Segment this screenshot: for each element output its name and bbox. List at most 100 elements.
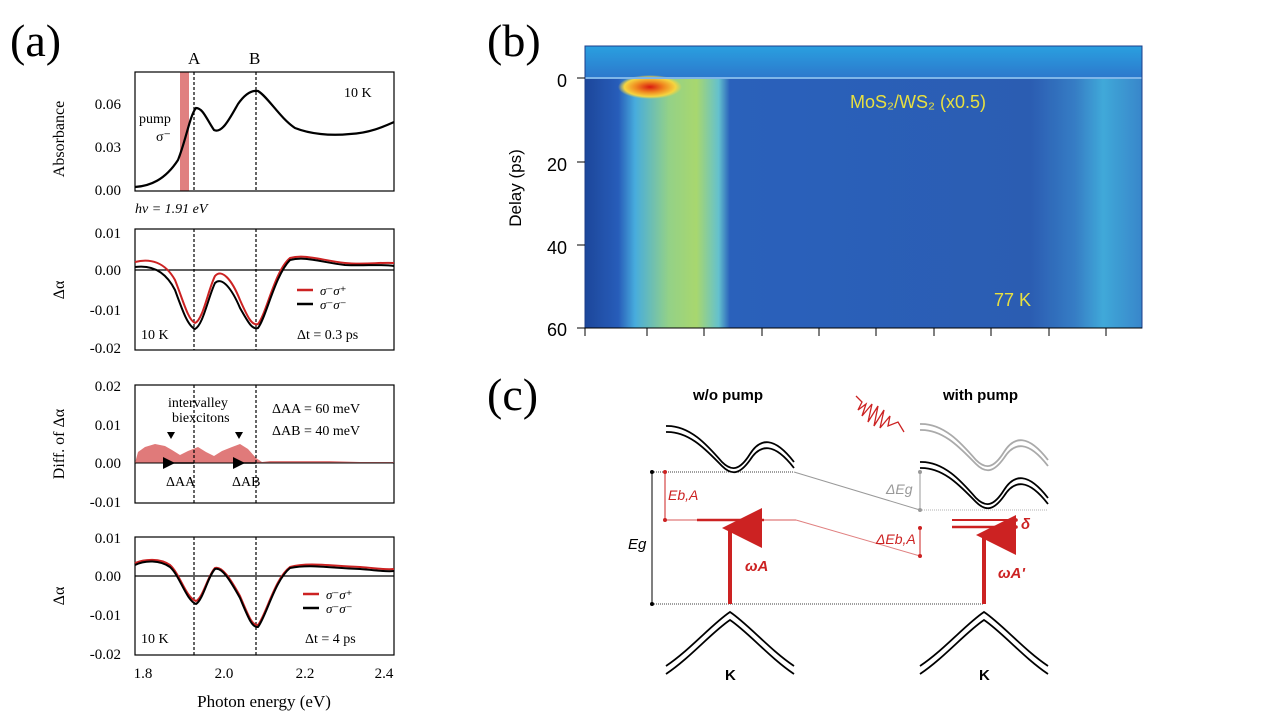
x-ticks: 1.8 2.0 2.2 2.4 [134,666,394,682]
temp-label-1: 10 K [344,86,372,101]
legend-co: σ⁻σ⁻ [320,297,347,312]
delay-yticks: 0 20 40 60 [547,71,567,340]
ytick: 0.06 [95,97,122,113]
delta-alpha-subplot-2: σ⁻σ⁺ σ⁻σ⁻ 10 K Δt = 4 ps Δα 0.01 0.00 -0… [51,531,395,711]
right-conduction-band-gray-upper [919,423,1049,467]
pump-energy-note: hν = 1.91 eV [135,202,209,217]
binding-shift-guide [795,519,921,557]
right-conduction-band-lower [919,467,1049,510]
ytick: -0.01 [90,495,121,511]
ytick: 0.00 [95,456,121,472]
difference-yticks: 0.02 0.01 0.00 -0.01 [90,379,121,511]
ytick: 0.00 [95,263,121,279]
ytick: 40 [547,238,567,258]
peak-b-label: B [249,49,260,68]
temp-label-2: 10 K [141,328,169,343]
marker-triangle [167,432,175,439]
pump-label: pump [139,112,171,127]
delta-eg-top-dot [918,470,922,474]
eba-top-dot [663,470,667,474]
delta-dot-bottom [1014,525,1018,529]
arrow-aa-label: ΔAA [166,475,196,490]
without-pump-title: w/o pump [692,387,763,404]
eg-label: Eg [628,536,647,553]
ytick: -0.02 [90,341,121,357]
delta-alpha-subplot-1: σ⁻σ⁺ σ⁻σ⁻ 10 K Δt = 0.3 ps Δα 0.01 0.00 … [51,226,395,357]
with-pump-title: with pump [942,387,1018,404]
pump-band [180,72,189,191]
arrow-ab-label: ΔAB [232,475,260,490]
x-axis-label: Photon energy (eV) [197,692,331,711]
difference-ylabel: Diff. of Δα [51,408,68,479]
bandgap-shift-guide [793,471,921,511]
co-polarized-curve [134,560,395,628]
marker-triangle [235,432,243,439]
ytick: 0.03 [95,140,121,156]
absorbance-subplot: A B 10 K pump σ⁻ hν = 1.91 eV Absorbance… [51,49,395,217]
cross-polarized-curve [134,255,395,326]
right-valence-band-upper [919,610,1049,667]
difference-frame [134,384,395,504]
left-valence-band-upper [665,610,795,667]
delay-label-1: Δt = 0.3 ps [297,328,358,343]
legend-cross: σ⁻σ⁺ [320,283,347,298]
pump-polarization: σ⁻ [156,130,171,145]
difference-subplot: intervalley biexcitons ΔAA = 60 meV ΔAB … [51,379,395,511]
right-conduction-band-upper [919,461,1049,505]
absorbance-curve [134,89,395,189]
pump-pulse-icon [855,395,905,433]
left-valence-band-lower [665,618,795,675]
heatmap-body [585,78,1142,328]
panel-a-label: (a) [10,15,62,66]
delta-shift-label: δ [1021,516,1031,533]
delta-dot-top [1014,518,1018,522]
panel-c: w/o pump with pump Eg Eb,A [628,387,1049,684]
heatmap-hot-spot [618,75,682,99]
ytick: 0.01 [95,418,121,434]
xtick: 2.0 [215,666,234,682]
heatmap-top-strip [585,46,1142,78]
delta-alpha-frame-1 [134,228,395,351]
delta-aa-value: ΔAA = 60 meV [272,402,360,417]
omega-a-prime-label: ωA' [998,565,1025,582]
left-conduction-band-lower [665,431,795,474]
absorbance-yticks: 0.06 0.03 0.00 [95,97,122,199]
intervalley-label: intervalley [168,396,228,411]
ytick: 0.01 [95,226,121,242]
y-ticks-marks [577,77,585,329]
delta-ab-value: ΔAB = 40 meV [272,424,360,439]
delta-alpha-ylabel-1: Δα [51,280,68,299]
sample-label: MoS₂/WS₂ (x0.5) [850,92,986,112]
legend-co: σ⁻σ⁻ [326,601,353,616]
ytick: 60 [547,320,567,340]
panel-b: MoS₂/WS₂ (x0.5) 77 K Delay (ps) 0 20 40 … [506,45,1143,340]
k-point-right: K [979,667,990,684]
delta-alpha-yticks-1: 0.01 0.00 -0.01 -0.02 [90,226,121,357]
ytick: 0.00 [95,183,121,199]
absorbance-ylabel: Absorbance [51,101,68,177]
peak-a-label: A [188,49,201,68]
ytick: -0.01 [90,303,121,319]
omega-a-label: ωA [745,558,768,575]
delta-alpha-yticks-2: 0.01 0.00 -0.01 -0.02 [90,531,121,663]
legend-cross: σ⁻σ⁺ [326,587,353,602]
xtick: 2.4 [375,666,394,682]
temperature-label: 77 K [994,290,1031,310]
ytick: 0.02 [95,379,121,395]
ytick: 0.00 [95,569,121,585]
difference-fill [135,444,394,463]
panel-b-label: (b) [487,15,541,66]
temp-label-4: 10 K [141,632,169,647]
co-polarized-curve [134,257,395,331]
right-valence-band-lower [919,618,1049,675]
delay-axis-label: Delay (ps) [506,149,525,226]
ytick: 20 [547,155,567,175]
delay-label-4: Δt = 4 ps [305,632,356,647]
delta-eba-label: ΔEb,A [875,531,916,547]
left-conduction-band-upper [665,425,795,469]
ytick: -0.02 [90,647,121,663]
x-axis [584,327,1142,336]
absorbance-frame [134,71,395,192]
biexcitons-label: biexcitons [172,411,230,426]
right-conduction-band-gray-lower [919,429,1049,472]
